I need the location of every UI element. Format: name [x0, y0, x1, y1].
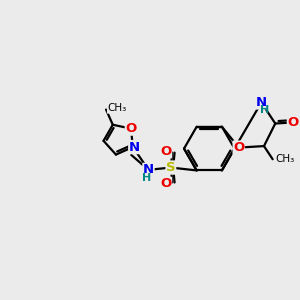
Text: O: O: [160, 177, 172, 190]
Text: O: O: [125, 122, 136, 135]
Text: O: O: [287, 116, 298, 129]
Text: CH₃: CH₃: [107, 103, 127, 113]
Text: H: H: [260, 105, 269, 115]
Text: S: S: [166, 161, 176, 174]
Text: CH₃: CH₃: [275, 154, 294, 164]
Text: O: O: [233, 141, 244, 154]
Text: N: N: [143, 164, 154, 176]
Text: H: H: [142, 173, 152, 184]
Text: N: N: [256, 96, 267, 109]
Text: N: N: [129, 140, 140, 154]
Text: O: O: [160, 145, 172, 158]
